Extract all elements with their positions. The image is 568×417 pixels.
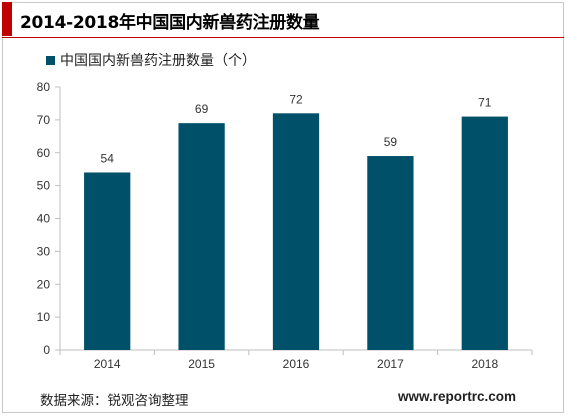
y-tick-label: 0 [43, 343, 50, 357]
y-tick-label: 10 [37, 310, 51, 324]
x-tick-label: 2015 [188, 357, 215, 371]
legend-swatch [46, 55, 55, 65]
y-tick-label: 40 [37, 212, 51, 226]
y-tick-label: 50 [37, 179, 51, 193]
x-tick-label: 2017 [377, 357, 404, 371]
y-tick-label: 70 [37, 113, 51, 127]
y-tick-label: 80 [37, 80, 51, 94]
title-underline [2, 37, 564, 38]
chart-legend: 中国国内新兽药注册数量（个） [46, 51, 256, 69]
title-accent-bar [2, 2, 12, 36]
bar [84, 172, 131, 350]
y-tick-label: 30 [37, 244, 51, 258]
bar [178, 123, 225, 350]
x-tick-label: 2016 [283, 357, 310, 371]
page-title: 2014-2018年中国国内新兽药注册数量 [20, 13, 320, 33]
bar [367, 156, 414, 350]
legend-label: 中国国内新兽药注册数量（个） [60, 53, 256, 69]
y-tick-label: 60 [37, 146, 51, 160]
bar [461, 116, 508, 351]
bar [272, 113, 320, 350]
data-source-note: 数据来源：锐观咨询整理 [40, 393, 189, 409]
x-tick-label: 2018 [471, 357, 498, 371]
chart-frame [2, 2, 564, 413]
data-label: 54 [101, 151, 115, 165]
title-bar: 2014-2018年中国国内新兽药注册数量 [2, 2, 564, 36]
y-tick-label: 20 [37, 277, 51, 291]
data-label: 72 [289, 92, 303, 106]
x-tick-label: 2014 [94, 357, 121, 371]
source-url: www.reportrc.com [398, 389, 517, 404]
data-label: 59 [384, 135, 398, 149]
data-label: 71 [478, 96, 492, 110]
data-label: 69 [195, 102, 209, 116]
